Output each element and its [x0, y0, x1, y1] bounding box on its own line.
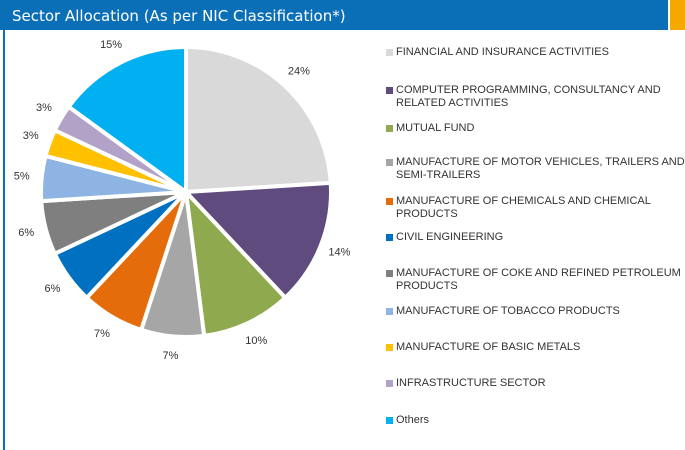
legend-label: MANUFACTURE OF MOTOR VEHICLES, TRAILERS …	[396, 156, 685, 181]
legend-swatch	[386, 308, 393, 315]
legend-label: MANUFACTURE OF TOBACCO PRODUCTS	[396, 305, 620, 317]
legend-label: COMPUTER PROGRAMMING, CONSULTANCY AND RE…	[396, 84, 661, 109]
data-label: 7%	[163, 350, 179, 362]
data-label: 3%	[36, 102, 52, 114]
legend-swatch	[386, 125, 393, 132]
header-accent	[670, 0, 685, 30]
legend-item: MUTUAL FUND	[386, 122, 685, 135]
data-label: 5%	[14, 170, 30, 182]
legend-swatch	[386, 270, 393, 277]
data-label: 14%	[328, 247, 350, 259]
data-label: 6%	[45, 283, 61, 295]
pie-slice	[183, 186, 289, 339]
legend-item: COMPUTER PROGRAMMING, CONSULTANCY AND RE…	[386, 84, 685, 110]
panel-edge	[3, 30, 5, 450]
data-label: 7%	[94, 328, 110, 340]
legend-swatch	[386, 49, 393, 56]
chart: 24% 14% 10% 7% 7% 6% 6% 5% 3% 3% 15%	[14, 39, 351, 362]
legend-item: INFRASTRUCTURE SECTOR	[386, 377, 685, 390]
legend-label: INFRASTRUCTURE SECTOR	[396, 377, 546, 389]
legend-label: CIVIL ENGINEERING	[396, 231, 504, 243]
pie-slice	[65, 44, 188, 196]
legend-item: FINANCIAL AND INSURANCE ACTIVITIES	[386, 46, 685, 59]
legend-label: MUTUAL FUND	[396, 122, 475, 134]
pie-slice	[181, 180, 333, 301]
data-label: 10%	[245, 335, 267, 347]
legend-label: MANUFACTURE OF COKE AND REFINED PETROLEU…	[396, 267, 681, 292]
legend-item: MANUFACTURE OF TOBACCO PRODUCTS	[386, 305, 685, 318]
legend-item: CIVIL ENGINEERING	[386, 231, 685, 244]
legend-swatch	[386, 87, 393, 94]
header-bar	[0, 0, 668, 30]
legend-label: MANUFACTURE OF BASIC METALS	[396, 341, 581, 353]
legend-label: Others	[396, 414, 430, 426]
legend-swatch	[386, 380, 393, 387]
legend-item: MANUFACTURE OF MOTOR VEHICLES, TRAILERS …	[386, 156, 685, 182]
data-label: 6%	[18, 227, 34, 239]
legend-swatch	[386, 344, 393, 351]
data-label: 15%	[100, 39, 122, 51]
legend-swatch	[386, 234, 393, 241]
legend-item: MANUFACTURE OF COKE AND REFINED PETROLEU…	[386, 267, 685, 293]
legend-item: MANUFACTURE OF BASIC METALS	[386, 341, 685, 354]
legend-swatch	[386, 198, 393, 205]
data-label: 24%	[288, 66, 310, 78]
data-label: 3%	[23, 130, 39, 142]
legend-label: FINANCIAL AND INSURANCE ACTIVITIES	[396, 46, 609, 58]
legend-swatch	[386, 159, 393, 166]
pie-slice	[184, 44, 333, 195]
legend-item: MANUFACTURE OF CHEMICALS AND CHEMICAL PR…	[386, 195, 685, 221]
legend-item: Others	[386, 414, 685, 427]
legend-label: MANUFACTURE OF CHEMICALS AND CHEMICAL PR…	[396, 195, 651, 220]
chart-title: Sector Allocation (As per NIC Classifica…	[12, 7, 346, 25]
legend-swatch	[386, 417, 393, 424]
